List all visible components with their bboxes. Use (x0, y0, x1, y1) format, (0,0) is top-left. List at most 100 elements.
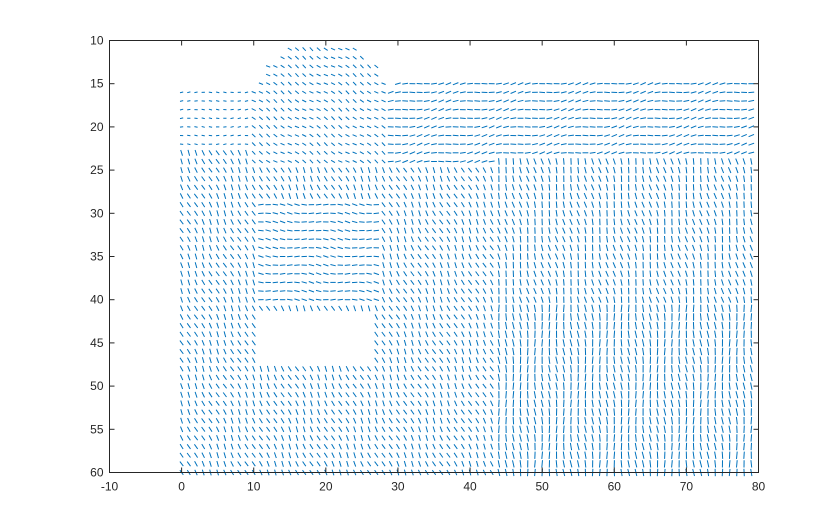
quiver-arrow (635, 296, 637, 303)
quiver-arrow (546, 108, 553, 111)
quiver-arrow (431, 152, 437, 154)
quiver-arrow (252, 365, 256, 372)
quiver-arrow (360, 452, 364, 459)
quiver-arrow (373, 289, 380, 293)
quiver-arrow (208, 383, 213, 389)
quiver-arrow (266, 374, 270, 381)
quiver-arrow (482, 392, 487, 398)
quiver-arrow (526, 313, 529, 321)
quiver-arrow (612, 270, 616, 277)
quiver-arrow (237, 357, 242, 363)
quiver-arrow (743, 321, 745, 330)
quiver-arrow (446, 443, 451, 450)
quiver-arrow (721, 218, 724, 226)
quiver-arrow (447, 400, 450, 407)
quiver-arrow (258, 272, 264, 275)
quiver-arrow (555, 365, 558, 373)
quiver-arrow (713, 434, 717, 442)
quiver-arrow (279, 229, 286, 232)
quiver-arrow (410, 167, 415, 173)
quiver-arrow (728, 296, 732, 303)
quiver-arrow (532, 134, 538, 137)
quiver-arrow (743, 434, 745, 442)
quiver-arrow (642, 244, 645, 252)
quiver-arrow (187, 288, 191, 294)
quiver-arrow (459, 91, 466, 94)
quiver-arrow (685, 304, 688, 313)
quiver-arrow (749, 270, 753, 278)
quiver-arrow (308, 281, 315, 284)
quiver-arrow (612, 235, 616, 243)
quiver-arrow (381, 305, 386, 312)
quiver-arrow (396, 452, 400, 459)
quiver-arrow (488, 108, 495, 111)
quiver-arrow (201, 167, 206, 173)
quiver-arrow (208, 297, 213, 303)
quiver-arrow (396, 322, 400, 329)
quiver-arrow (230, 271, 234, 277)
quiver-arrow (563, 279, 565, 286)
quiver-arrow (302, 64, 307, 69)
quiver-arrow (374, 348, 379, 355)
quiver-arrow (301, 298, 307, 302)
quiver-arrow (685, 339, 688, 347)
quiver-arrow (613, 330, 616, 338)
quiver-arrow (606, 373, 609, 382)
quiver-arrow (685, 279, 688, 286)
quiver-arrow (749, 244, 753, 251)
quiver-arrow (692, 416, 695, 425)
quiver-arrow (519, 158, 522, 165)
quiver-arrow (301, 229, 307, 232)
quiver-arrow (474, 134, 481, 137)
quiver-arrow (728, 399, 731, 408)
quiver-arrow (733, 91, 740, 94)
quiver-arrow (201, 409, 206, 415)
quiver-arrow (387, 160, 394, 163)
quiver-arrow (230, 357, 235, 363)
quiver-arrow (259, 391, 263, 398)
quiver-arrow (223, 288, 227, 294)
quiver-arrow (418, 443, 421, 450)
quiver-arrow (273, 418, 278, 424)
quiver-arrow (459, 82, 466, 85)
quiver-arrow (490, 443, 494, 450)
quiver-arrow (577, 391, 580, 399)
quiver-arrow (417, 262, 422, 268)
quiver-arrow (352, 409, 357, 415)
quiver-arrow (410, 176, 415, 182)
quiver-arrow (605, 244, 609, 252)
quiver-arrow (330, 426, 336, 432)
quiver-arrow (663, 167, 667, 174)
quiver-arrow (309, 142, 314, 147)
quiver-arrow (547, 262, 552, 269)
quiver-arrow (352, 81, 357, 86)
quiver-arrow (570, 261, 572, 269)
quiver-arrow (721, 321, 724, 330)
quiver-arrow (439, 383, 443, 390)
quiver-arrow (346, 443, 349, 450)
quiver-arrow (533, 391, 537, 399)
quiver-arrow (475, 357, 479, 364)
quiver-arrow (330, 47, 336, 51)
quiver-arrow (187, 400, 191, 407)
quiver-arrow (692, 425, 695, 434)
quiver-arrow (258, 184, 264, 190)
quiver-arrow (647, 108, 654, 111)
quiver-arrow (706, 451, 710, 459)
quiver-arrow (699, 227, 703, 234)
quiver-arrow (620, 391, 623, 399)
quiver-arrow (475, 348, 479, 355)
quiver-arrow (388, 193, 393, 199)
quiver-arrow (697, 90, 704, 94)
quiver-arrow (388, 184, 393, 190)
quiver-arrow (287, 90, 292, 95)
quiver-arrow (620, 382, 623, 390)
quiver-arrow (251, 305, 256, 312)
quiver-arrow (483, 339, 486, 346)
quiver-arrow (338, 443, 342, 450)
quiver-arrow (728, 416, 731, 425)
quiver-arrow (743, 313, 745, 321)
quiver-arrow (555, 416, 558, 425)
quiver-arrow (649, 166, 652, 174)
quiver-arrow (468, 357, 472, 364)
